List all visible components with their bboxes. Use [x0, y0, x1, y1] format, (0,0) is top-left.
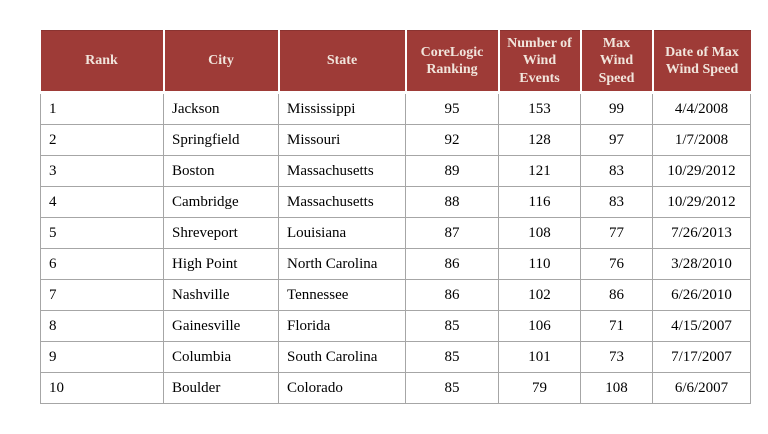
- cell-ranking: 86: [405, 248, 499, 280]
- table-row: 5 Shreveport Louisiana 87 108 77 7/26/2013: [40, 217, 751, 249]
- cell-events: 101: [498, 341, 581, 373]
- header-state: State: [278, 30, 407, 94]
- cell-max_speed: 83: [580, 186, 653, 218]
- cell-max_speed: 83: [580, 155, 653, 187]
- cell-max_speed: 71: [580, 310, 653, 342]
- table-row: 9 Columbia South Carolina 85 101 73 7/17/2007: [40, 341, 751, 373]
- cell-state: South Carolina: [278, 341, 406, 373]
- cell-state: Louisiana: [278, 217, 406, 249]
- cell-date: 1/7/2008: [652, 124, 751, 156]
- cell-rank: 6: [40, 248, 164, 280]
- cell-date: 10/29/2012: [652, 186, 751, 218]
- table-row: 1 Jackson Mississippi 95 153 99 4/4/2008: [40, 92, 751, 125]
- cell-date: 7/17/2007: [652, 341, 751, 373]
- header-city: City: [163, 30, 280, 94]
- cell-events: 79: [498, 372, 581, 404]
- cell-state: Tennessee: [278, 279, 406, 311]
- header-row: Rank City State CoreLogic Ranking Number…: [40, 30, 751, 94]
- cell-ranking: 86: [405, 279, 499, 311]
- table-row: 2 Springfield Missouri 92 128 97 1/7/2008: [40, 124, 751, 156]
- cell-ranking: 88: [405, 186, 499, 218]
- cell-ranking: 87: [405, 217, 499, 249]
- cell-city: Gainesville: [163, 310, 279, 342]
- cell-date: 3/28/2010: [652, 248, 751, 280]
- cell-ranking: 95: [405, 92, 499, 125]
- header-date: Date of Max Wind Speed: [652, 30, 751, 94]
- cell-rank: 3: [40, 155, 164, 187]
- cell-rank: 1: [40, 92, 164, 125]
- cell-date: 4/15/2007: [652, 310, 751, 342]
- cell-max_speed: 99: [580, 92, 653, 125]
- cell-rank: 4: [40, 186, 164, 218]
- cell-city: Columbia: [163, 341, 279, 373]
- cell-date: 6/6/2007: [652, 372, 751, 404]
- cell-city: Jackson: [163, 92, 279, 125]
- cell-events: 128: [498, 124, 581, 156]
- cell-state: Massachusetts: [278, 186, 406, 218]
- table-row: 3 Boston Massachusetts 89 121 83 10/29/2012: [40, 155, 751, 187]
- cell-rank: 2: [40, 124, 164, 156]
- cell-date: 4/4/2008: [652, 92, 751, 125]
- cell-events: 106: [498, 310, 581, 342]
- cell-date: 6/26/2010: [652, 279, 751, 311]
- cell-max_speed: 86: [580, 279, 653, 311]
- cell-ranking: 85: [405, 372, 499, 404]
- cell-ranking: 89: [405, 155, 499, 187]
- table-row: 7 Nashville Tennessee 86 102 86 6/26/2010: [40, 279, 751, 311]
- cell-rank: 5: [40, 217, 164, 249]
- cell-events: 153: [498, 92, 581, 125]
- cell-max_speed: 77: [580, 217, 653, 249]
- cell-rank: 10: [40, 372, 164, 404]
- cell-max_speed: 97: [580, 124, 653, 156]
- cell-city: Springfield: [163, 124, 279, 156]
- cell-events: 121: [498, 155, 581, 187]
- cell-ranking: 85: [405, 341, 499, 373]
- cell-ranking: 85: [405, 310, 499, 342]
- cell-state: Mississippi: [278, 92, 406, 125]
- cell-date: 10/29/2012: [652, 155, 751, 187]
- cell-state: Massachusetts: [278, 155, 406, 187]
- table-row: 8 Gainesville Florida 85 106 71 4/15/2007: [40, 310, 751, 342]
- cell-events: 110: [498, 248, 581, 280]
- cell-city: Cambridge: [163, 186, 279, 218]
- header-max-speed: Max Wind Speed: [580, 30, 654, 94]
- table-header: Rank City State CoreLogic Ranking Number…: [40, 30, 751, 94]
- cell-date: 7/26/2013: [652, 217, 751, 249]
- cell-city: High Point: [163, 248, 279, 280]
- header-events: Number of Wind Events: [498, 30, 582, 94]
- cell-events: 108: [498, 217, 581, 249]
- cell-max_speed: 108: [580, 372, 653, 404]
- cell-rank: 7: [40, 279, 164, 311]
- cell-state: Colorado: [278, 372, 406, 404]
- cell-events: 102: [498, 279, 581, 311]
- cell-rank: 9: [40, 341, 164, 373]
- cell-city: Nashville: [163, 279, 279, 311]
- cell-state: Missouri: [278, 124, 406, 156]
- table-row: 6 High Point North Carolina 86 110 76 3/28/201…: [40, 248, 751, 280]
- cell-events: 116: [498, 186, 581, 218]
- cell-max_speed: 76: [580, 248, 653, 280]
- cell-city: Boulder: [163, 372, 279, 404]
- cell-city: Boston: [163, 155, 279, 187]
- table-row: 10 Boulder Colorado 85 79 108 6/6/2007: [40, 372, 751, 404]
- wind-events-table: Rank City State CoreLogic Ranking Number…: [40, 30, 751, 404]
- cell-city: Shreveport: [163, 217, 279, 249]
- cell-ranking: 92: [405, 124, 499, 156]
- cell-rank: 8: [40, 310, 164, 342]
- cell-max_speed: 73: [580, 341, 653, 373]
- cell-state: Florida: [278, 310, 406, 342]
- cell-state: North Carolina: [278, 248, 406, 280]
- table-body: 1 Jackson Mississippi 95 153 99 4/4/2008 2 Sprin…: [40, 92, 751, 404]
- table-row: 4 Cambridge Massachusetts 88 116 83 10/29/2012: [40, 186, 751, 218]
- header-rank: Rank: [40, 30, 165, 94]
- header-ranking: CoreLogic Ranking: [405, 30, 500, 94]
